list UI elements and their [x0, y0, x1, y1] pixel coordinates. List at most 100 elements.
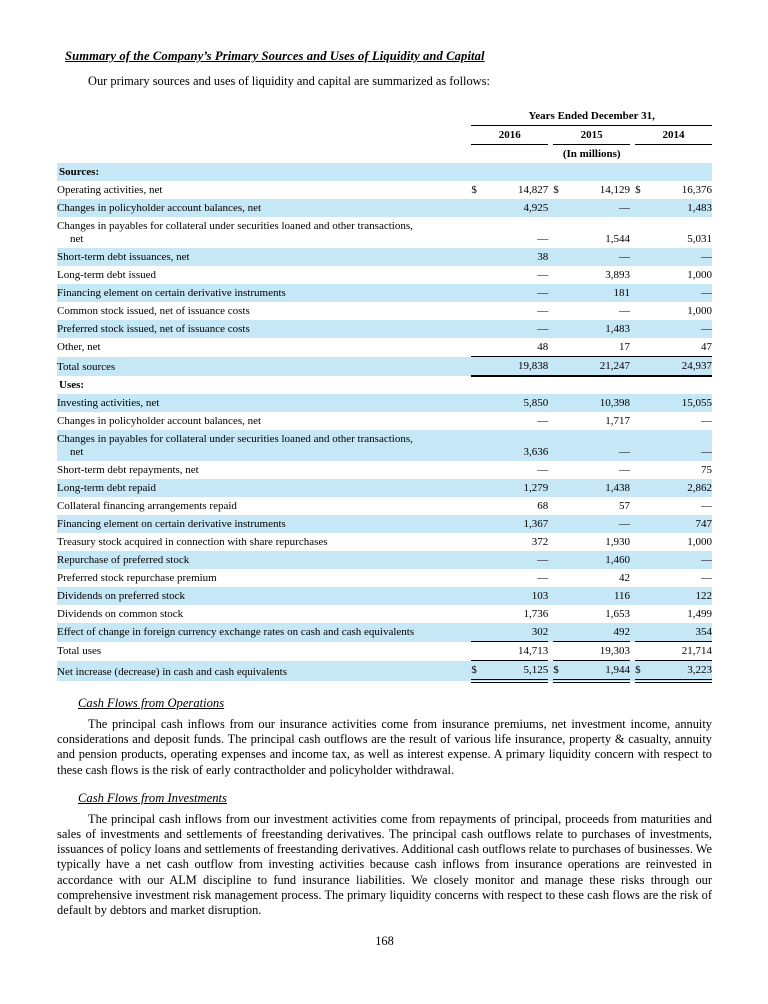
- row-label: Long-term debt repaid: [57, 479, 467, 497]
- dollar-sign-cell: [553, 587, 569, 605]
- dollar-sign-cell: [553, 497, 568, 515]
- column-gap-cell: [548, 356, 554, 377]
- dollar-sign-cell: [553, 461, 568, 479]
- column-gap-cell: [548, 430, 554, 461]
- dollar-sign-cell: [635, 412, 650, 430]
- row-value: 747: [650, 515, 712, 533]
- dollar-sign-cell: $: [635, 183, 641, 196]
- dollar-sign-cell: [471, 356, 487, 377]
- row-label: Financing element on certain derivative …: [57, 284, 467, 302]
- row-label: Operating activities, net: [57, 183, 163, 196]
- table-row: Investing activities, net 5,850 10,398 15,0…: [57, 394, 712, 412]
- row-value: —: [650, 430, 712, 461]
- row-value: —: [568, 199, 631, 217]
- row-value: —: [537, 232, 549, 245]
- column-gap-cell: [630, 248, 636, 266]
- years-ended-header: Years Ended December 31,: [471, 107, 712, 126]
- dollar-sign-cell: [635, 302, 650, 320]
- column-gap-cell: [630, 320, 636, 338]
- row-value: 5,125: [486, 660, 549, 683]
- row-value: 1,544: [605, 232, 631, 245]
- row-value: 1,944: [568, 660, 631, 683]
- table-row: Dividends on preferred stock 103 116 122: [57, 587, 712, 605]
- column-gap-cell: [548, 660, 554, 681]
- spacer-cell: [466, 248, 472, 266]
- table-row: Uses:: [57, 376, 712, 394]
- table-row: Long-term debt issued — 3,893 1,000: [57, 266, 712, 284]
- row-value: 19,838: [486, 356, 549, 377]
- dollar-sign-cell: [471, 320, 487, 338]
- table-row: Collateral financing arrangements repaid…: [57, 497, 712, 515]
- dollar-sign-cell: [471, 430, 487, 461]
- dollar-sign-cell: [635, 587, 651, 605]
- row-value: —: [537, 463, 549, 476]
- row-value: 1,717: [605, 414, 631, 427]
- row-label: Changes in policyholder account balances…: [57, 414, 262, 427]
- spacer-cell: [466, 394, 472, 412]
- column-gap-cell: [548, 284, 554, 302]
- dollar-sign-cell: [635, 461, 650, 479]
- row-label: Short-term debt repayments, net: [57, 463, 199, 476]
- row-value: —: [650, 284, 712, 302]
- dollar-sign-cell: [553, 248, 569, 266]
- dollar-sign-cell: [471, 587, 487, 605]
- column-gap-cell: [630, 356, 636, 377]
- table-row: Operating activities, net $14,827 $14,129 $…: [57, 181, 712, 199]
- table-row: Total uses 14,713 19,303 21,714: [57, 641, 712, 661]
- cash-flows-operations-body: The principal cash inflows from our insu…: [57, 717, 712, 777]
- dollar-sign-cell: [635, 430, 651, 461]
- dollar-sign-cell: [553, 412, 568, 430]
- table-row: Effect of change in foreign currency exc…: [57, 623, 712, 642]
- dollar-sign-cell: [553, 641, 569, 661]
- dollar-sign-cell: [471, 569, 486, 587]
- table-row: Changes in payables for collateral under…: [57, 217, 712, 248]
- row-value: —: [537, 304, 549, 317]
- table-row: Short-term debt repayments, net — — 75: [57, 461, 712, 479]
- column-gap-cell: [548, 623, 554, 642]
- row-value: —: [568, 430, 631, 461]
- column-gap-cell: [630, 284, 636, 302]
- row-value: —: [537, 414, 549, 427]
- row-label: Collateral financing arrangements repaid: [57, 499, 237, 512]
- dollar-sign-cell: [553, 217, 568, 248]
- dollar-sign-cell: [471, 284, 487, 302]
- row-value: 1,930: [605, 535, 631, 548]
- row-value: —: [537, 571, 549, 584]
- dollar-sign-cell: [553, 569, 568, 587]
- dollar-sign-cell: [635, 551, 651, 569]
- row-label-line2: net: [70, 445, 84, 458]
- dollar-sign-cell: [471, 497, 486, 515]
- dollar-sign-cell: [635, 248, 651, 266]
- year-column-header-2014: 2014: [635, 125, 712, 145]
- row-value: 1,000: [687, 535, 712, 548]
- dollar-sign-cell: [471, 412, 486, 430]
- spacer-cell: [466, 479, 472, 497]
- column-gap-cell: [630, 660, 636, 681]
- table-row: Treasury stock acquired in connection wi…: [57, 533, 712, 551]
- row-label: Changes in payables for collateral under…: [57, 430, 467, 461]
- dollar-sign-cell: [635, 605, 650, 623]
- row-value: —: [650, 551, 712, 569]
- row-value: 1,653: [605, 607, 631, 620]
- dollar-sign-cell: [553, 394, 569, 412]
- row-value: 75: [701, 463, 712, 476]
- dollar-sign-cell: [635, 320, 651, 338]
- dollar-sign-cell: [553, 356, 569, 377]
- table-row: Changes in policyholder account balances…: [57, 199, 712, 217]
- dollar-sign-cell: [553, 533, 568, 551]
- row-label: Dividends on preferred stock: [57, 587, 467, 605]
- row-value: 1,499: [687, 607, 712, 620]
- dollar-sign-cell: [471, 302, 486, 320]
- row-label: Dividends on common stock: [57, 607, 184, 620]
- table-body: Sources: Operating activities, net $14,827…: [57, 163, 712, 683]
- dollar-sign-cell: [635, 394, 651, 412]
- units-label: (In millions): [562, 147, 621, 160]
- row-value: —: [701, 499, 712, 512]
- row-value: 181: [568, 284, 631, 302]
- spacer-cell: [466, 356, 472, 376]
- dollar-sign-cell: $: [471, 183, 477, 196]
- intro-paragraph: Our primary sources and uses of liquidit…: [88, 74, 490, 88]
- page-title: Summary of the Company’s Primary Sources…: [65, 49, 485, 63]
- table-header-row: (In millions): [57, 145, 712, 164]
- table-row: Short-term debt issuances, net 38 — —: [57, 248, 712, 266]
